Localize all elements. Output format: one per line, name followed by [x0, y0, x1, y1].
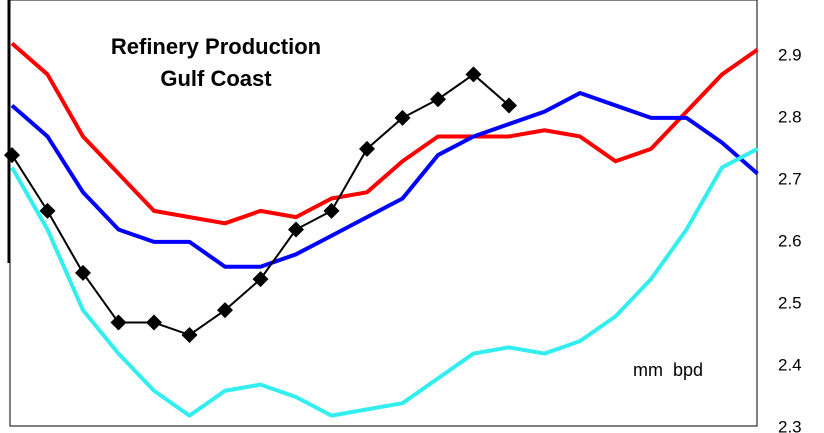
- unit-annotation: mm bpd: [633, 360, 703, 380]
- series-line: [10, 41, 759, 226]
- y-tick-label: 2.5: [778, 293, 802, 312]
- chart-subtitle: Gulf Coast: [160, 66, 272, 91]
- diamond-marker: [4, 147, 20, 164]
- diamond-marker: [75, 264, 91, 281]
- diamond-marker: [501, 97, 517, 114]
- series-line: [11, 73, 510, 336]
- diamond-marker: [323, 202, 340, 219]
- diamond-marker: [430, 91, 446, 108]
- diamond-marker: [146, 314, 162, 331]
- diamond-marker: [181, 326, 198, 343]
- diamond-marker: [359, 140, 375, 157]
- y-tick-label: 2.6: [778, 231, 802, 250]
- diamond-marker: [465, 66, 482, 83]
- y-tick-label: 2.7: [778, 169, 802, 188]
- series-line: [10, 147, 759, 418]
- diamond-marker: [394, 109, 411, 126]
- y-tick-label: 2.8: [778, 107, 802, 126]
- diamond-marker: [217, 302, 233, 319]
- diamond-marker: [252, 271, 269, 288]
- y-tick-label: 2.3: [778, 417, 802, 433]
- diamond-marker: [110, 314, 127, 331]
- y-tick-label: 2.4: [778, 355, 802, 374]
- chart-title: Refinery Production: [111, 34, 321, 59]
- series-line: [10, 91, 759, 269]
- diamond-marker: [288, 221, 304, 238]
- y-tick-label: 2.9: [778, 45, 802, 64]
- diamond-marker: [39, 202, 56, 219]
